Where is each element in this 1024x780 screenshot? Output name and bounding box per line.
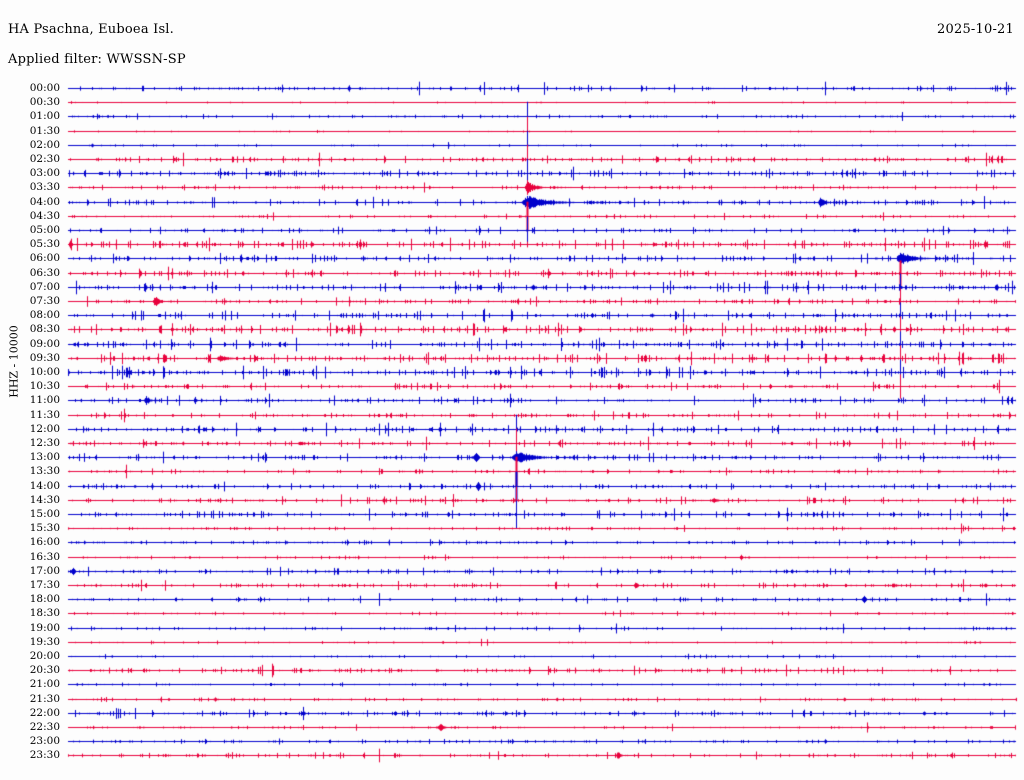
seismogram-trace-plot xyxy=(0,0,1024,780)
seismogram-page: HA Psachna, Euboea Isl. 2025-10-21 Appli… xyxy=(0,0,1024,780)
